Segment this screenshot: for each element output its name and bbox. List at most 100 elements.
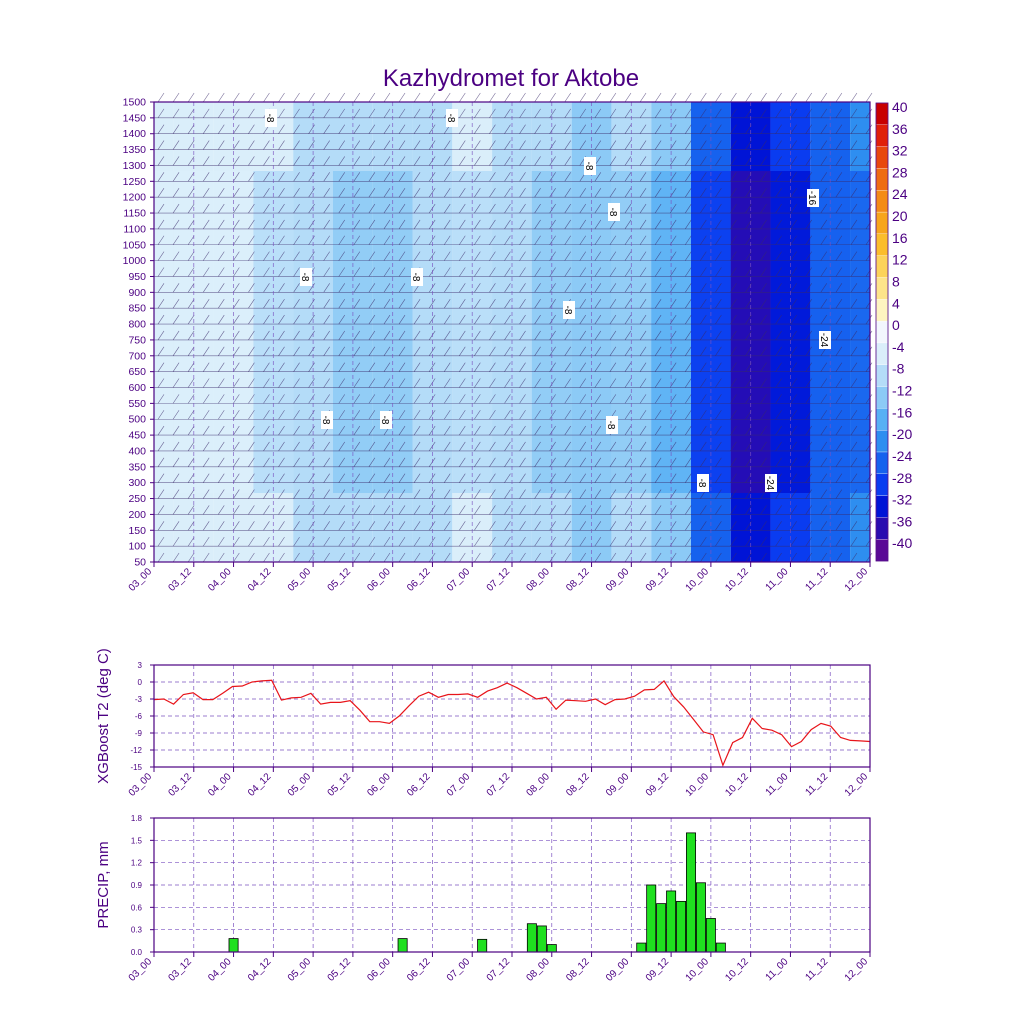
temperature-column-core <box>691 171 731 493</box>
wind-barb <box>865 521 873 531</box>
wind-barb <box>187 346 195 356</box>
wind-barb <box>850 283 858 293</box>
wind-barb <box>519 410 526 420</box>
wind-barb <box>323 473 330 483</box>
wind-barb <box>700 521 707 531</box>
wind-barb <box>790 457 797 467</box>
wind-barb <box>820 203 828 214</box>
wind-barb <box>278 394 285 404</box>
contour-label-bg <box>606 416 618 434</box>
wind-barb <box>805 172 812 182</box>
wind-barb <box>383 219 391 230</box>
wind-barb <box>278 489 285 499</box>
wind-barb <box>534 299 541 309</box>
wind-barb <box>293 219 300 230</box>
wind-barb <box>233 521 240 531</box>
wind-barb <box>157 441 165 452</box>
wind-barb <box>323 552 330 563</box>
wind-barb <box>504 362 511 372</box>
wind-barb <box>474 505 481 515</box>
wind-barb <box>218 346 225 356</box>
wind-barb <box>398 124 406 134</box>
wind-barb <box>609 188 617 198</box>
wind-barb <box>715 235 722 245</box>
wind-barb <box>760 219 767 230</box>
wind-barb <box>474 267 481 277</box>
wind-barb <box>700 219 707 230</box>
wind-barb <box>459 521 466 531</box>
wind-barb <box>504 378 511 388</box>
wind-barb <box>278 124 285 134</box>
wind-barb <box>534 489 541 499</box>
wind-barb <box>639 156 647 166</box>
wind-barb <box>549 299 556 309</box>
wind-barb <box>202 521 210 531</box>
wind-barb <box>187 235 195 245</box>
wind-barb <box>293 489 300 499</box>
wind-barb <box>202 283 210 293</box>
precip-bar <box>646 884 657 953</box>
wind-barb <box>534 536 541 547</box>
wind-barb <box>639 219 647 230</box>
wind-barb <box>730 156 737 166</box>
precip-x-tick-label: 06_00 <box>365 956 393 984</box>
precip-y-tick-label: 1.8 <box>131 814 143 823</box>
wind-barb <box>263 457 270 467</box>
wind-barb <box>263 140 270 150</box>
wind-barb <box>775 283 782 293</box>
wind-barb <box>805 124 812 134</box>
wind-barb <box>609 92 617 103</box>
wind-barb <box>218 489 225 499</box>
wind-barb <box>383 362 391 372</box>
wind-barb <box>865 172 873 182</box>
wind-barb <box>172 314 180 325</box>
t2-x-tick-label: 03_12 <box>166 771 194 799</box>
wind-barb <box>549 108 556 119</box>
wind-barb <box>684 267 692 277</box>
heatmap-y-tick-label: 350 <box>128 461 146 473</box>
wind-barb <box>459 441 466 452</box>
wind-barb <box>684 283 692 293</box>
heatmap-y-tick-label: 1500 <box>123 97 147 109</box>
precip-y-axis-label: PRECIP, mm <box>95 841 112 928</box>
wind-barb <box>157 92 165 103</box>
precip-x-tick-label: 08_00 <box>524 956 552 984</box>
heatmap-x-tick-label: 09_00 <box>604 566 632 594</box>
wind-barb <box>413 235 421 245</box>
wind-barb <box>639 489 647 499</box>
wind-barb <box>504 172 511 182</box>
wind-barb <box>474 457 481 467</box>
wind-barb <box>775 203 782 214</box>
wind-barb <box>700 536 707 547</box>
wind-barb <box>519 457 526 467</box>
wind-barb <box>459 299 466 309</box>
wind-barb <box>624 188 632 198</box>
wind-barb <box>218 299 225 309</box>
wind-barb <box>398 457 406 467</box>
wind-barb <box>368 203 376 214</box>
wind-barb <box>157 362 165 372</box>
wind-barb <box>263 410 270 420</box>
wind-barb <box>263 489 270 499</box>
heatmap-y-tick-label: 250 <box>128 493 146 505</box>
wind-barb <box>157 299 165 309</box>
wind-barb <box>474 188 481 198</box>
wind-barb <box>850 536 858 547</box>
wind-barb <box>805 299 812 309</box>
wind-barb <box>263 346 270 356</box>
wind-barb <box>594 330 602 341</box>
wind-barb <box>413 219 421 230</box>
wind-barb <box>428 473 436 483</box>
wind-barb <box>730 124 737 134</box>
contour-label: -8 <box>410 268 423 286</box>
wind-barb <box>760 346 767 356</box>
wind-barb <box>730 378 737 388</box>
wind-barb <box>202 251 210 261</box>
wind-barb <box>609 108 617 119</box>
wind-barb <box>398 267 406 277</box>
precip-x-tick-label: 04_12 <box>246 956 274 984</box>
wind-barb <box>157 156 165 166</box>
wind-barb <box>157 314 165 325</box>
wind-barb <box>278 299 285 309</box>
wind-barb <box>730 362 737 372</box>
